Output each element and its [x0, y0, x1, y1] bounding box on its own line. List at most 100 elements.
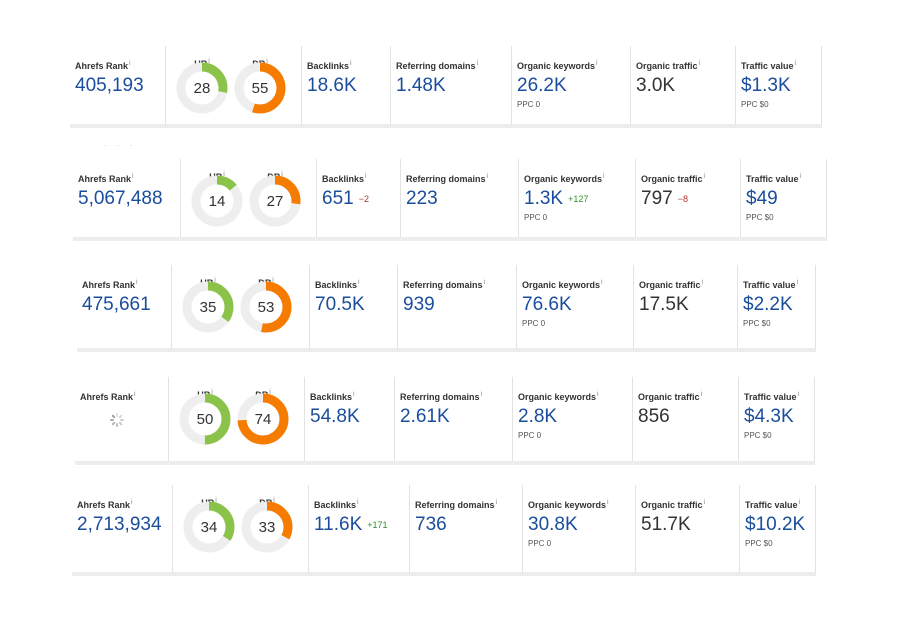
url-rating-gauge[interactable]: URi 50 [179, 387, 231, 445]
info-icon[interactable]: i [281, 171, 283, 178]
metrics-panel-3: Ahrefs Ranki 475,661 URi 35 DRi 53 [77, 265, 816, 352]
domain-rating-gauge[interactable]: DRi 74 [237, 387, 289, 445]
referring-domains-cell: Referring domainsi 939 [398, 265, 517, 352]
backlinks-cell: Backlinksi 651 −2 [317, 159, 401, 241]
ahrefs-rank-value[interactable]: 475,661 [82, 294, 151, 315]
info-icon[interactable]: i [223, 171, 225, 178]
info-icon[interactable]: i [365, 173, 367, 180]
backlinks-value-row: 18.6K [307, 75, 390, 97]
organic-traffic-label: Organic traffici [639, 279, 704, 290]
info-icon[interactable]: i [799, 173, 802, 180]
dr-ring [241, 501, 293, 553]
info-icon[interactable]: i [798, 499, 801, 506]
info-icon[interactable]: i [480, 391, 483, 398]
info-icon[interactable]: i [698, 60, 701, 67]
info-icon[interactable]: i [266, 58, 268, 65]
url-rating-gauge[interactable]: URi 35 [182, 275, 234, 333]
domain-rating-gauge[interactable]: DRi 53 [240, 275, 292, 333]
ahrefs-rank-value[interactable]: 2,713,934 [77, 514, 162, 535]
info-icon[interactable]: i [272, 277, 274, 284]
info-icon[interactable]: i [597, 391, 599, 398]
info-icon[interactable]: i [794, 60, 797, 67]
info-icon[interactable]: i [596, 60, 598, 67]
referring-domains-value[interactable]: 223 [406, 188, 438, 209]
backlinks-value[interactable]: 54.8K [310, 406, 360, 428]
domain-rating-gauge[interactable]: DRi 33 [241, 495, 293, 553]
info-icon[interactable]: i [134, 391, 136, 398]
organic-keywords-value[interactable]: 1.3K [524, 188, 564, 210]
ur-ring [179, 393, 231, 445]
traffic-value-value[interactable]: $1.3K [741, 75, 791, 96]
info-icon[interactable]: i [486, 173, 489, 180]
organic-traffic-label: Organic traffici [641, 173, 706, 184]
info-icon[interactable]: i [350, 60, 352, 67]
backlinks-value[interactable]: 11.6K [314, 514, 363, 536]
ahrefs-rank-cell: Ahrefs Ranki 475,661 [77, 265, 172, 352]
domain-rating-gauge[interactable]: DRi 27 [249, 169, 301, 227]
info-icon[interactable]: i [211, 389, 213, 396]
info-icon[interactable]: i [797, 391, 800, 398]
organic-traffic-cell: Organic traffici 3.0K [631, 46, 736, 128]
info-icon[interactable]: i [273, 497, 275, 504]
organic-traffic-label: Organic traffici [636, 60, 701, 71]
info-icon[interactable]: i [215, 497, 217, 504]
info-icon[interactable]: i [214, 277, 216, 284]
referring-domains-label: Referring domainsi [406, 173, 489, 184]
referring-domains-value[interactable]: 939 [403, 294, 435, 315]
backlinks-value[interactable]: 651 [322, 188, 354, 210]
info-icon[interactable]: i [129, 60, 131, 67]
url-rating-gauge[interactable]: URi 34 [183, 495, 235, 553]
info-icon[interactable]: i [495, 499, 498, 506]
info-icon[interactable]: i [269, 389, 271, 396]
backlinks-value[interactable]: 18.6K [307, 75, 357, 97]
info-icon[interactable]: i [700, 391, 703, 398]
info-icon[interactable]: i [703, 173, 706, 180]
info-icon[interactable]: i [796, 279, 799, 286]
info-icon[interactable]: i [132, 173, 134, 180]
traffic-value-ppc: PPC $0 [746, 213, 774, 222]
info-icon[interactable]: i [701, 279, 704, 286]
ur-value: 28 [193, 80, 211, 97]
info-icon[interactable]: i [603, 173, 605, 180]
info-icon[interactable]: i [601, 279, 603, 286]
organic-keywords-value[interactable]: 26.2K [517, 75, 567, 97]
info-icon[interactable]: i [136, 279, 138, 286]
dr-value: 27 [266, 193, 284, 210]
organic-keywords-value[interactable]: 76.6K [522, 294, 572, 316]
domain-rating-gauge[interactable]: DRi 55 [234, 56, 286, 114]
url-rating-gauge[interactable]: URi 28 [176, 56, 228, 114]
info-icon[interactable]: i [353, 391, 355, 398]
organic-keywords-cell: Organic keywordsi 30.8K PPC 0 [523, 485, 636, 576]
organic-keywords-value[interactable]: 2.8K [518, 406, 558, 428]
traffic-value-label: Traffic valuei [744, 391, 800, 402]
url-rating-gauge[interactable]: URi 14 [191, 169, 243, 227]
organic-traffic-cell: Organic traffici 856 [633, 377, 739, 465]
backlinks-value[interactable]: 70.5K [315, 294, 365, 316]
organic-traffic-value-row: 3.0K [636, 75, 735, 97]
referring-domains-value[interactable]: 736 [415, 514, 447, 535]
info-icon[interactable]: i [208, 58, 210, 65]
traffic-value-label: Traffic valuei [746, 173, 802, 184]
traffic-value-value[interactable]: $2.2K [743, 294, 793, 315]
dr-ring [249, 175, 301, 227]
ahrefs-rank-value[interactable]: 405,193 [75, 75, 144, 96]
organic-keywords-value[interactable]: 30.8K [528, 514, 578, 536]
organic-traffic-value: 3.0K [636, 75, 676, 97]
info-icon[interactable]: i [483, 279, 486, 286]
ahrefs-rank-value[interactable]: 5,067,488 [78, 188, 163, 209]
traffic-value-value[interactable]: $49 [746, 188, 778, 209]
traffic-value-value[interactable]: $10.2K [745, 514, 806, 535]
keywords-ppc: PPC 0 [524, 213, 548, 223]
traffic-value-value[interactable]: $4.3K [744, 406, 794, 427]
info-icon[interactable]: i [607, 499, 609, 506]
backlinks-value-row: 651 −2 [322, 188, 400, 210]
info-icon[interactable]: i [358, 279, 360, 286]
info-icon[interactable]: i [476, 60, 479, 67]
referring-domains-value[interactable]: 2.61K [400, 406, 450, 427]
info-icon[interactable]: i [131, 499, 133, 506]
organic-traffic-value-row: 797 −8 [641, 188, 740, 210]
info-icon[interactable]: i [357, 499, 359, 506]
referring-domains-value[interactable]: 1.48K [396, 75, 446, 96]
info-icon[interactable]: i [703, 499, 706, 506]
backlinks-cell: Backlinksi 18.6K [302, 46, 391, 128]
